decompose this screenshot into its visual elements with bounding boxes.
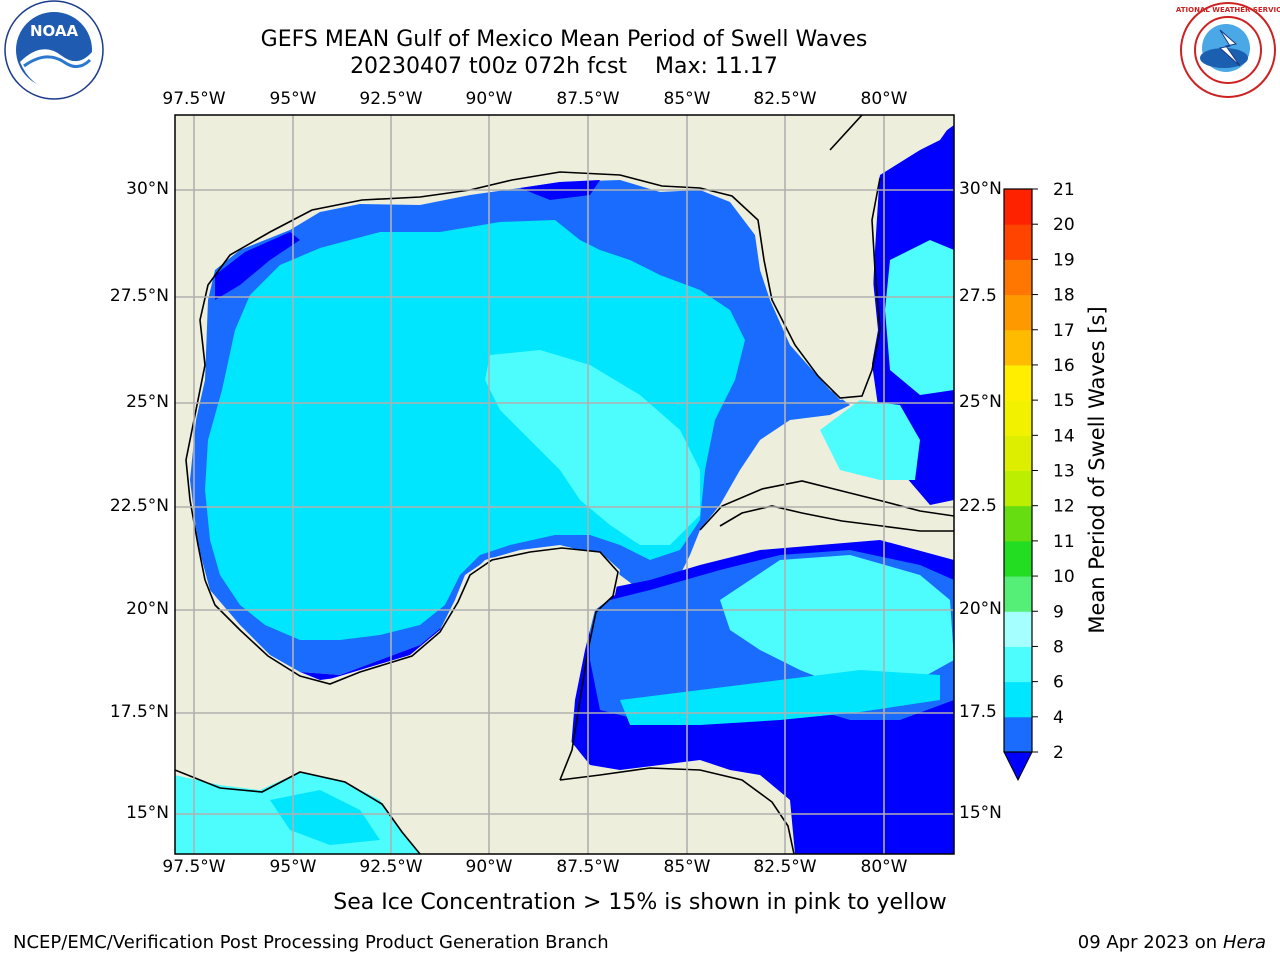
lon-label-bottom: 97.5°W bbox=[162, 857, 226, 877]
colorbar-segment bbox=[1004, 329, 1032, 366]
caribbean-water-cyan bbox=[720, 555, 954, 690]
footer-branch: NCEP/EMC/Verification Post Processing Pr… bbox=[13, 932, 609, 953]
colorbar-tick-label: 18 bbox=[1053, 286, 1075, 306]
lon-label-top: 82.5°W bbox=[753, 89, 817, 109]
colorbar-tick-label: 8 bbox=[1053, 637, 1064, 657]
colorbar-segment bbox=[1004, 611, 1032, 647]
colorbar-segment bbox=[1004, 435, 1032, 471]
nws-logo-text: NATIONAL WEATHER SERVICE bbox=[1176, 6, 1280, 14]
lon-label-bottom: 80°W bbox=[860, 857, 908, 877]
run-info: 20230407 t00z 072h fcst bbox=[350, 54, 628, 79]
lon-label-top: 80°W bbox=[860, 89, 908, 109]
lon-label-top: 97.5°W bbox=[162, 89, 226, 109]
central-america-land bbox=[560, 768, 790, 854]
lat-label-right: 27.5 bbox=[959, 286, 997, 306]
lat-label-right: 25°N bbox=[959, 392, 1002, 412]
colorbar-tick-label: 21 bbox=[1053, 180, 1075, 200]
colorbar-segment bbox=[1004, 540, 1032, 577]
footer-date: 09 Apr 2023 on Hera bbox=[1077, 932, 1266, 953]
lon-label-top: 85°W bbox=[663, 89, 711, 109]
chart-subtitle: 20230407 t00z 072h fcst Max: 11.17 bbox=[0, 54, 1128, 79]
colorbar-tick-label: 9 bbox=[1053, 602, 1064, 622]
colorbar-tick-label: 6 bbox=[1053, 673, 1064, 693]
map-area bbox=[175, 115, 954, 854]
colorbar-segment bbox=[1004, 681, 1032, 718]
gulf-water-ridge bbox=[485, 350, 700, 545]
nws-logo: NATIONAL WEATHER SERVICE bbox=[1170, 0, 1280, 100]
map-frame bbox=[174, 114, 955, 855]
colorbar-tick-label: 17 bbox=[1053, 321, 1075, 341]
coastlines bbox=[175, 115, 954, 854]
colorbar-segment bbox=[1004, 400, 1032, 436]
lon-label-bottom: 90°W bbox=[465, 857, 513, 877]
lat-label-left: 17.5°N bbox=[109, 702, 169, 722]
lat-label-left: 27.5°N bbox=[109, 286, 169, 306]
colorbar-segment bbox=[1004, 470, 1032, 507]
gulf-water-fringe-nw bbox=[215, 232, 300, 300]
noaa-logo-text: NOAA bbox=[30, 22, 79, 40]
north-coast-land bbox=[175, 115, 760, 600]
colorbar-tick-label: 13 bbox=[1053, 462, 1075, 482]
lat-label-left: 30°N bbox=[126, 179, 169, 199]
lon-label-bottom: 92.5°W bbox=[359, 857, 423, 877]
colorbar: 2 4 6 8 9 10 11 12 13 14 15 16 17 18 19 20 21 bbox=[1003, 180, 1075, 782]
lon-label-bottom: 85°W bbox=[663, 857, 711, 877]
colorbar-tick-label: 19 bbox=[1053, 250, 1075, 270]
pacific-water-inner bbox=[270, 790, 380, 845]
florida-land bbox=[760, 115, 954, 400]
noaa-logo: NOAA bbox=[2, 0, 106, 104]
colorbar-segment bbox=[1004, 716, 1032, 753]
atlantic-water-cyan bbox=[885, 240, 954, 395]
colorbar-segment bbox=[1004, 224, 1032, 260]
colorbar-segment bbox=[1004, 364, 1032, 401]
colorbar-segment bbox=[1004, 576, 1032, 612]
colorbar-tick-label: 10 bbox=[1053, 567, 1075, 587]
gulf-water-cyan bbox=[205, 220, 745, 640]
colorbar-segment bbox=[1004, 294, 1032, 331]
colorbar-segment bbox=[1004, 646, 1032, 683]
lon-label-top: 87.5°W bbox=[556, 89, 620, 109]
lon-label-bottom: 87.5°W bbox=[556, 857, 620, 877]
sea-ice-note: Sea Ice Concentration > 15% is shown in … bbox=[333, 890, 947, 915]
graticule bbox=[175, 115, 954, 854]
colorbar-segment bbox=[1004, 259, 1032, 296]
colorbar-segment bbox=[1004, 505, 1032, 542]
lon-label-bottom: 82.5°W bbox=[753, 857, 817, 877]
lat-label-right: 15°N bbox=[959, 803, 1002, 823]
lat-label-right: 17.5 bbox=[959, 702, 997, 722]
colorbar-tick-label: 2 bbox=[1053, 743, 1064, 763]
colorbar-tick-label: 20 bbox=[1053, 215, 1075, 235]
colorbar-under-extend bbox=[1003, 751, 1033, 782]
max-value: Max: 11.17 bbox=[655, 54, 778, 79]
colorbar-tick-label: 15 bbox=[1053, 391, 1075, 411]
chart-title: GEFS MEAN Gulf of Mexico Mean Period of … bbox=[260, 27, 868, 52]
lon-label-top: 92.5°W bbox=[359, 89, 423, 109]
lat-label-right: 20°N bbox=[959, 599, 1002, 619]
lat-label-right: 30°N bbox=[959, 179, 1002, 199]
lat-label-left: 25°N bbox=[126, 392, 169, 412]
colorbar-segment bbox=[1004, 189, 1032, 225]
lat-label-right: 22.5 bbox=[959, 496, 997, 516]
lon-label-top: 90°W bbox=[465, 89, 513, 109]
cuba-land bbox=[700, 480, 954, 530]
colorbar-tick-label: 14 bbox=[1053, 426, 1075, 446]
footer-machine: Hera bbox=[1222, 932, 1266, 953]
caribbean-water-band bbox=[620, 670, 940, 725]
straits-water bbox=[820, 400, 920, 480]
lon-label-bottom: 95°W bbox=[269, 857, 317, 877]
colorbar-tick-label: 4 bbox=[1053, 708, 1064, 728]
colorbar-tick-label: 12 bbox=[1053, 497, 1075, 517]
lat-label-left: 20°N bbox=[126, 599, 169, 619]
colorbar-tick-label: 11 bbox=[1053, 532, 1075, 552]
lat-label-left: 22.5°N bbox=[109, 496, 169, 516]
lat-label-left: 15°N bbox=[126, 803, 169, 823]
colorbar-tick-label: 16 bbox=[1053, 356, 1075, 376]
yucatan-land bbox=[175, 548, 620, 854]
lon-label-top: 95°W bbox=[269, 89, 317, 109]
